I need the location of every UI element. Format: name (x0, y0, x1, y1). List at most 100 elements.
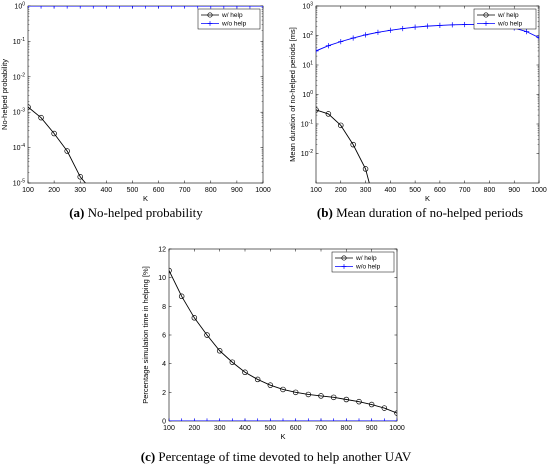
x-tick-label: 600 (290, 425, 302, 432)
data-point (169, 267, 172, 274)
data-point (338, 122, 344, 129)
data-point (169, 6, 175, 9)
data-point (195, 6, 201, 9)
x-tick-label: 400 (239, 425, 251, 432)
data-point (229, 359, 236, 365)
data-point (350, 35, 356, 41)
data-point (368, 401, 375, 408)
data-point (90, 6, 96, 9)
data-point (524, 29, 530, 35)
data-point (316, 48, 319, 54)
data-point (330, 394, 337, 401)
data-point (356, 418, 362, 421)
x-tick-label: 700 (179, 187, 191, 194)
y-tick-label: 10-1 (13, 37, 25, 46)
y-tick-label: 102 (302, 31, 313, 40)
x-tick-label: 100 (163, 425, 175, 432)
data-point (217, 418, 223, 421)
x-tick-label: 800 (205, 187, 217, 194)
data-point (536, 34, 539, 41)
y-tick-label: 10-4 (13, 143, 25, 152)
x-tick-label: 700 (459, 187, 471, 194)
data-point (400, 25, 406, 32)
x-tick-label: 1000 (255, 187, 271, 194)
y-tick-label: 6 (162, 333, 166, 340)
data-point (204, 418, 210, 421)
x-tick-label: 900 (231, 187, 243, 194)
data-point (204, 332, 210, 338)
data-point (182, 6, 188, 9)
data-point (412, 24, 418, 30)
legend-entry: w/ help (355, 255, 377, 262)
data-point (338, 39, 344, 45)
legend: w/ help w/o help (473, 8, 537, 30)
data-point (234, 6, 240, 9)
data-point (356, 398, 362, 405)
data-point (325, 43, 331, 49)
data-point (77, 6, 83, 9)
data-point (305, 391, 312, 398)
data-point (369, 418, 375, 421)
y-tick-label: 10 (158, 275, 166, 282)
x-tick-label: 200 (335, 187, 347, 194)
data-point (129, 6, 136, 9)
data-point (325, 111, 332, 117)
data-point (394, 410, 397, 416)
x-tick-label: 800 (340, 425, 352, 432)
data-point (51, 6, 57, 9)
data-point (247, 6, 253, 9)
x-tick-label: 400 (100, 187, 112, 194)
data-point (343, 418, 349, 421)
data-point (462, 21, 468, 28)
chart-panel-b: 100 200 300 400 500 600 700 800 900 1000 10-2 10-1 1… (288, 2, 547, 221)
data-point (267, 382, 274, 388)
x-tick-label: 100 (310, 187, 322, 194)
data-point (221, 6, 227, 9)
y-tick-label: 4 (162, 361, 166, 368)
x-tick-label: 500 (409, 187, 421, 194)
x-tick-label: 300 (214, 425, 226, 432)
panel-caption: (a) No-helped probability (69, 205, 203, 220)
legend: w/ help w/o help (197, 8, 261, 30)
x-tick-label: 1000 (389, 425, 405, 432)
data-point (331, 418, 337, 421)
x-tick-label: 900 (508, 187, 520, 194)
x-tick-label: 200 (48, 187, 60, 194)
data-point (178, 293, 185, 300)
data-point (191, 315, 198, 321)
data-point (387, 27, 393, 33)
legend-entry: w/o help (355, 264, 381, 271)
data-point (318, 393, 324, 399)
plot-area (27, 5, 264, 184)
series-line-with-help (169, 270, 397, 414)
data-point (254, 376, 261, 383)
x-tick-label: 300 (74, 187, 86, 194)
data-point (242, 418, 248, 421)
y-tick-label: 10-2 (301, 149, 313, 158)
y-tick-label: 10-3 (13, 108, 25, 117)
data-point (179, 418, 185, 421)
data-point (191, 418, 197, 421)
y-tick-label: 10-2 (13, 72, 25, 81)
panel-caption: (c) Percentage of time devoted to help a… (141, 449, 412, 464)
x-axis-label: K (280, 432, 285, 441)
y-tick-label: 100 (14, 2, 25, 11)
x-tick-label: 500 (264, 425, 276, 432)
legend: w/ help w/o help (331, 251, 395, 273)
data-point (381, 418, 387, 421)
x-tick-label: 900 (366, 425, 378, 432)
y-tick-label: 103 (302, 2, 313, 11)
data-point (28, 104, 31, 110)
y-tick-label: 8 (162, 304, 166, 311)
data-point (305, 418, 311, 421)
chart-panel-a: 100 200 300 400 500 600 700 800 900 1000 10-5 10-4 1… (0, 2, 271, 221)
x-tick-label: 200 (188, 425, 200, 432)
data-point (64, 6, 70, 9)
data-point (292, 389, 299, 396)
x-tick-label: 1000 (531, 187, 547, 194)
data-point (242, 369, 248, 376)
data-point (375, 29, 381, 35)
data-point (103, 6, 109, 9)
data-point (362, 32, 369, 38)
data-point (77, 174, 83, 180)
